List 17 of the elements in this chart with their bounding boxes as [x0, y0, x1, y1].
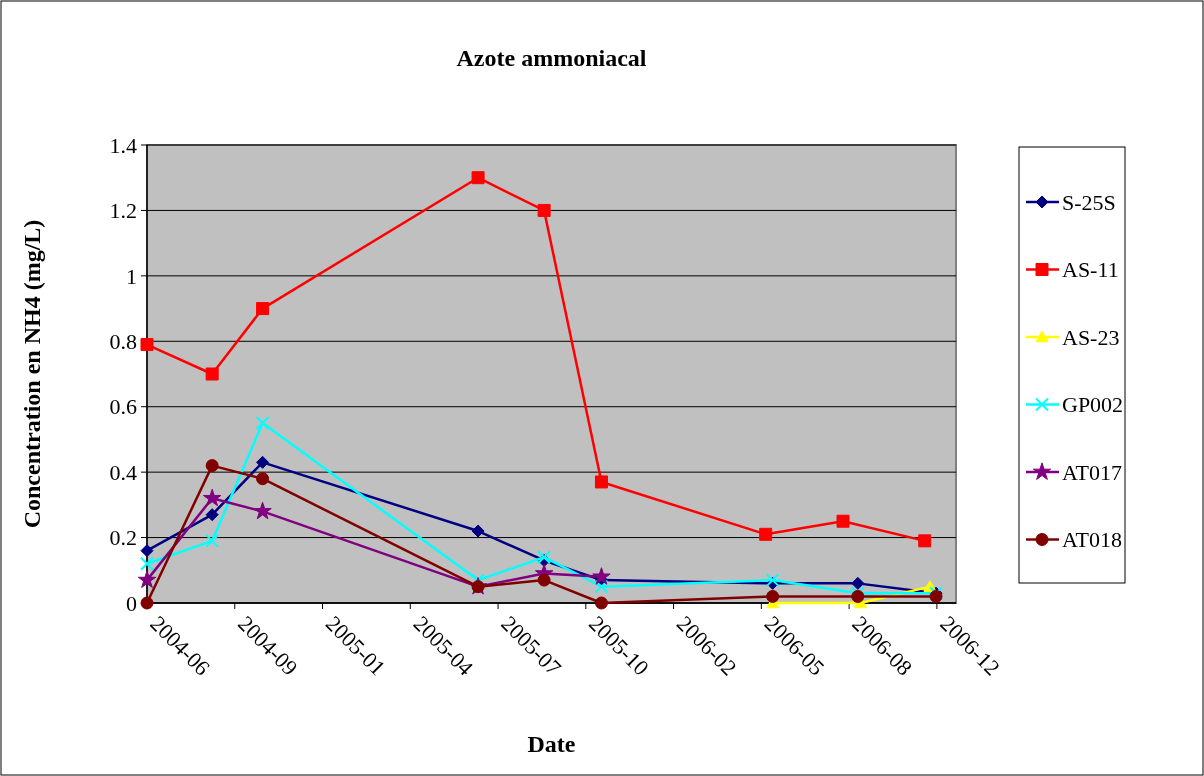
y-tick-label: 0: [126, 590, 137, 616]
y-tick-label: 1: [126, 263, 137, 289]
y-tick-label: 0.8: [109, 328, 137, 354]
y-tick-label: 0.6: [109, 394, 137, 420]
legend-label: AS-11: [1062, 257, 1119, 283]
y-tick-label: 1.4: [109, 132, 137, 158]
legend-label: AT017: [1062, 459, 1122, 485]
legend-label: GP002: [1062, 392, 1124, 418]
y-tick-label: 0.2: [109, 525, 137, 551]
chart-title: Azote ammoniacal: [456, 45, 647, 71]
y-tick-label: 1.2: [109, 198, 137, 224]
y-axis-title: Concentration en NH4 (mg/L): [19, 219, 45, 529]
legend-label: AT018: [1062, 527, 1122, 553]
legend-label: S-25S: [1062, 189, 1116, 215]
y-tick-label: 0.4: [109, 459, 137, 485]
x-axis-title: Date: [527, 731, 576, 757]
legend-label: AS-23: [1062, 324, 1120, 350]
